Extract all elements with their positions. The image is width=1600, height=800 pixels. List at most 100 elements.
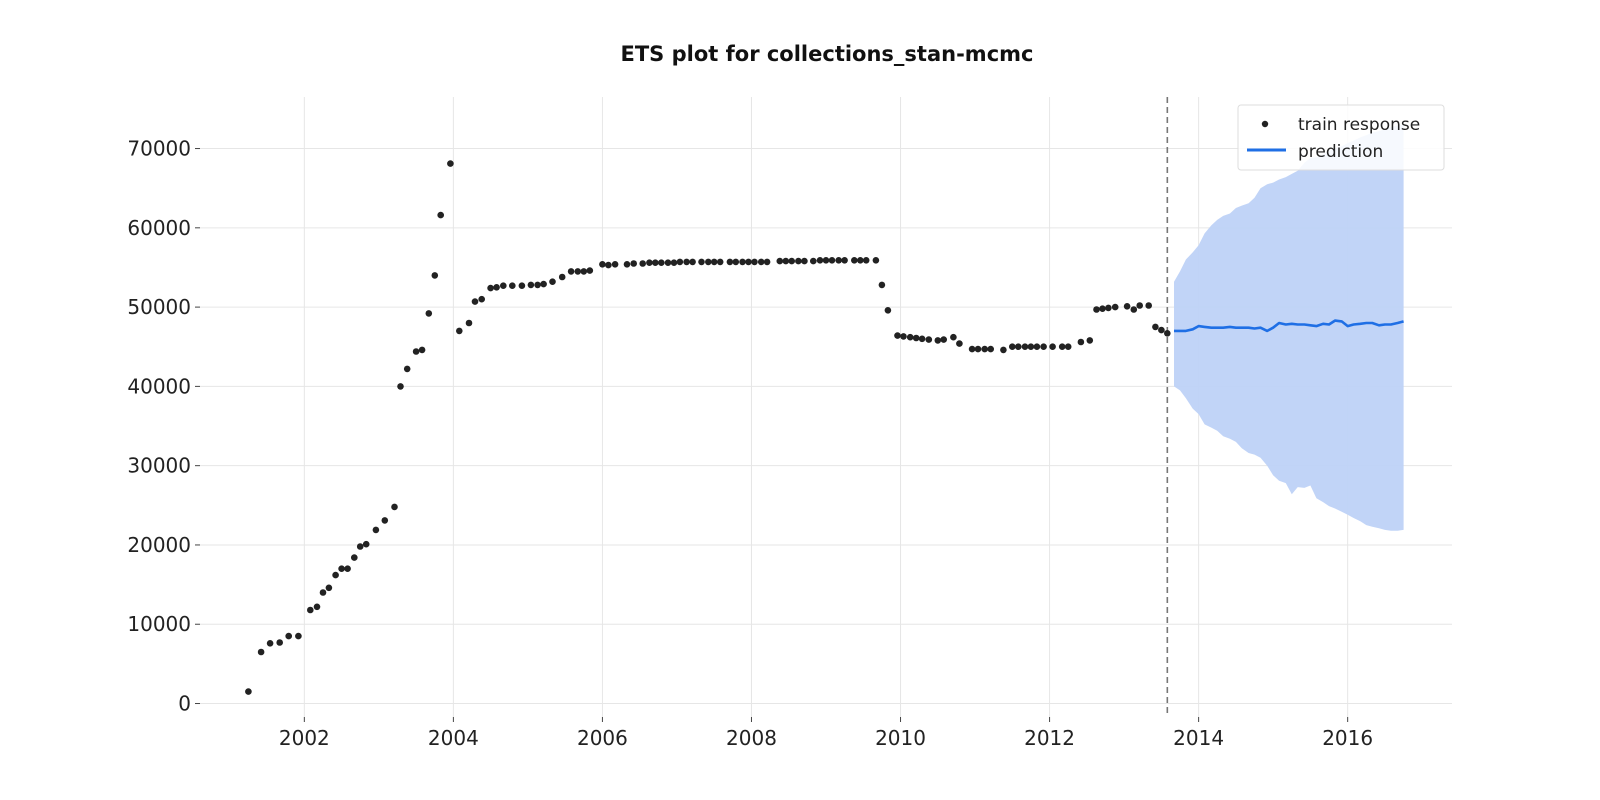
train-point bbox=[878, 281, 886, 289]
train-point bbox=[862, 257, 870, 264]
x-tick-label: 2012 bbox=[1024, 726, 1075, 750]
train-point bbox=[558, 273, 566, 281]
train-point bbox=[1093, 306, 1100, 313]
train-point bbox=[245, 688, 252, 695]
y-tick-label: 10000 bbox=[127, 612, 191, 636]
y-tick-label: 40000 bbox=[127, 374, 191, 398]
train-point bbox=[698, 258, 705, 266]
train-point bbox=[1145, 302, 1152, 309]
train-point bbox=[623, 261, 631, 268]
y-tick-label: 50000 bbox=[127, 295, 191, 319]
train-point bbox=[549, 278, 556, 286]
train-point bbox=[751, 258, 758, 266]
x-tick-label: 2006 bbox=[577, 726, 628, 750]
x-axis-ticks: 2002 2004 2006 2008 2010 2012 2014 2016 bbox=[279, 717, 1373, 750]
train-point bbox=[412, 348, 420, 355]
train-point bbox=[658, 259, 665, 267]
train-point bbox=[1086, 337, 1094, 344]
train-point bbox=[534, 281, 541, 289]
train-point bbox=[968, 345, 976, 353]
train-point bbox=[782, 257, 790, 265]
train-point bbox=[1099, 305, 1106, 313]
train-point bbox=[276, 639, 284, 646]
train-point bbox=[372, 526, 380, 534]
x-tick-label: 2016 bbox=[1322, 726, 1373, 750]
train-point bbox=[664, 259, 672, 267]
train-point bbox=[630, 260, 637, 267]
train-point bbox=[1164, 330, 1171, 337]
train-point bbox=[574, 268, 582, 275]
x-tick-label: 2002 bbox=[279, 726, 330, 750]
train-point bbox=[1158, 326, 1165, 334]
train-response-series bbox=[245, 160, 1171, 695]
legend-train-marker bbox=[1261, 120, 1269, 128]
train-point bbox=[776, 257, 784, 265]
train-point bbox=[611, 261, 619, 268]
train-point bbox=[646, 259, 653, 267]
train-point bbox=[257, 648, 265, 656]
train-point bbox=[906, 333, 914, 341]
train-point bbox=[493, 284, 500, 291]
x-tick-label: 2004 bbox=[428, 726, 479, 750]
train-point bbox=[710, 258, 718, 266]
train-point bbox=[319, 589, 327, 596]
train-point bbox=[313, 603, 321, 611]
train-point bbox=[362, 540, 370, 548]
train-point bbox=[1152, 323, 1159, 331]
train-point bbox=[325, 584, 333, 592]
train-point bbox=[828, 257, 836, 264]
x-tick-label: 2014 bbox=[1173, 726, 1224, 750]
prediction-interval-band bbox=[1174, 124, 1404, 531]
train-point bbox=[652, 259, 659, 267]
train-point bbox=[918, 335, 926, 343]
y-tick-label: 60000 bbox=[127, 216, 191, 240]
train-point bbox=[857, 257, 864, 264]
y-tick-label: 70000 bbox=[127, 137, 191, 161]
train-point bbox=[676, 258, 684, 266]
train-point bbox=[841, 257, 848, 264]
train-point bbox=[1000, 346, 1007, 354]
train-point bbox=[851, 257, 858, 264]
train-point bbox=[934, 337, 942, 344]
train-point bbox=[795, 257, 802, 265]
train-point bbox=[456, 327, 463, 335]
train-point bbox=[1130, 306, 1138, 313]
train-point bbox=[816, 257, 824, 264]
train-point bbox=[518, 282, 526, 290]
y-tick-label: 20000 bbox=[127, 533, 191, 557]
train-point bbox=[872, 257, 880, 264]
train-point bbox=[478, 295, 486, 303]
train-point bbox=[1021, 343, 1029, 351]
prediction-interval bbox=[1174, 124, 1404, 531]
train-point bbox=[1040, 343, 1047, 351]
train-point bbox=[307, 606, 314, 614]
train-point bbox=[500, 282, 507, 290]
train-point bbox=[1077, 338, 1085, 346]
train-point bbox=[639, 260, 646, 267]
train-point bbox=[1015, 343, 1022, 351]
train-point bbox=[381, 517, 389, 524]
train-point bbox=[344, 565, 351, 572]
train-point bbox=[689, 258, 696, 266]
train-point bbox=[338, 565, 345, 572]
train-point bbox=[425, 310, 433, 317]
chart-title: ETS plot for collections_stan-mcmc bbox=[621, 42, 1034, 66]
legend-prediction-label: prediction bbox=[1298, 142, 1383, 162]
train-point bbox=[599, 261, 606, 268]
prediction-line bbox=[1174, 319, 1404, 333]
x-tick-label: 2010 bbox=[875, 726, 926, 750]
prediction-series bbox=[1174, 319, 1404, 333]
train-point bbox=[810, 257, 817, 265]
train-point bbox=[716, 258, 724, 266]
train-point bbox=[835, 257, 842, 264]
train-point bbox=[403, 365, 411, 373]
train-point bbox=[356, 543, 364, 550]
train-point bbox=[1009, 343, 1016, 351]
train-point bbox=[285, 632, 293, 640]
train-point bbox=[745, 258, 752, 266]
train-point bbox=[391, 503, 398, 511]
train-point bbox=[1136, 302, 1143, 309]
train-point bbox=[670, 259, 678, 267]
legend-train-label: train response bbox=[1298, 115, 1420, 135]
